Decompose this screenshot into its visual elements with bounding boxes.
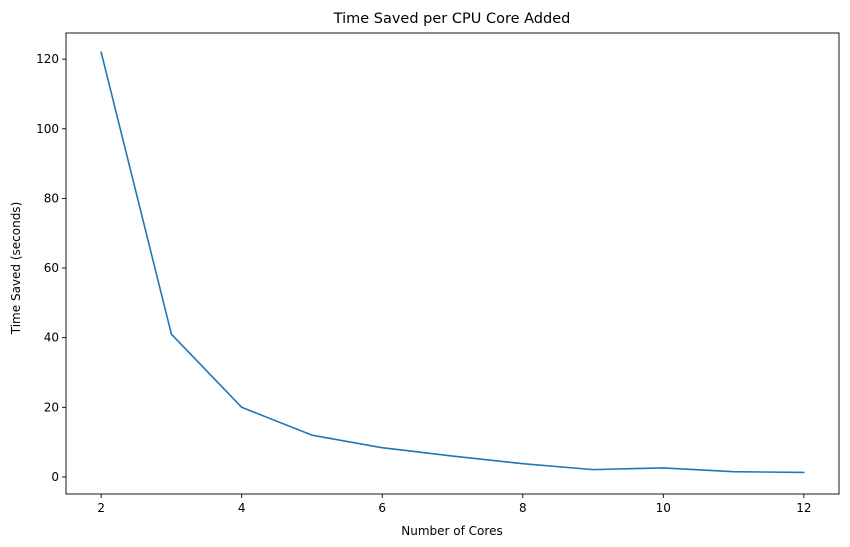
x-tick-label-8: 8 [519, 501, 527, 515]
y-tick-label-20: 20 [44, 400, 59, 414]
y-axis-label: Time Saved (seconds) [9, 202, 23, 335]
y-tick-label-100: 100 [36, 122, 59, 136]
y-tick-label-0: 0 [51, 470, 59, 484]
chart-title: Time Saved per CPU Core Added [333, 11, 571, 27]
x-tick-label-2: 2 [97, 501, 105, 515]
axes-frame [65, 32, 840, 495]
series-line-0 [100, 51, 805, 474]
x-tick-label-6: 6 [378, 501, 386, 515]
x-tick-label-4: 4 [238, 501, 246, 515]
y-tick-label-60: 60 [44, 261, 59, 275]
y-tick-label-40: 40 [44, 331, 59, 345]
x-tick-label-10: 10 [656, 501, 671, 515]
x-axis-label: Number of Cores [401, 524, 502, 538]
y-tick-label-80: 80 [44, 191, 59, 205]
y-tick-label-120: 120 [36, 52, 59, 66]
x-tick-label-12: 12 [796, 501, 811, 515]
